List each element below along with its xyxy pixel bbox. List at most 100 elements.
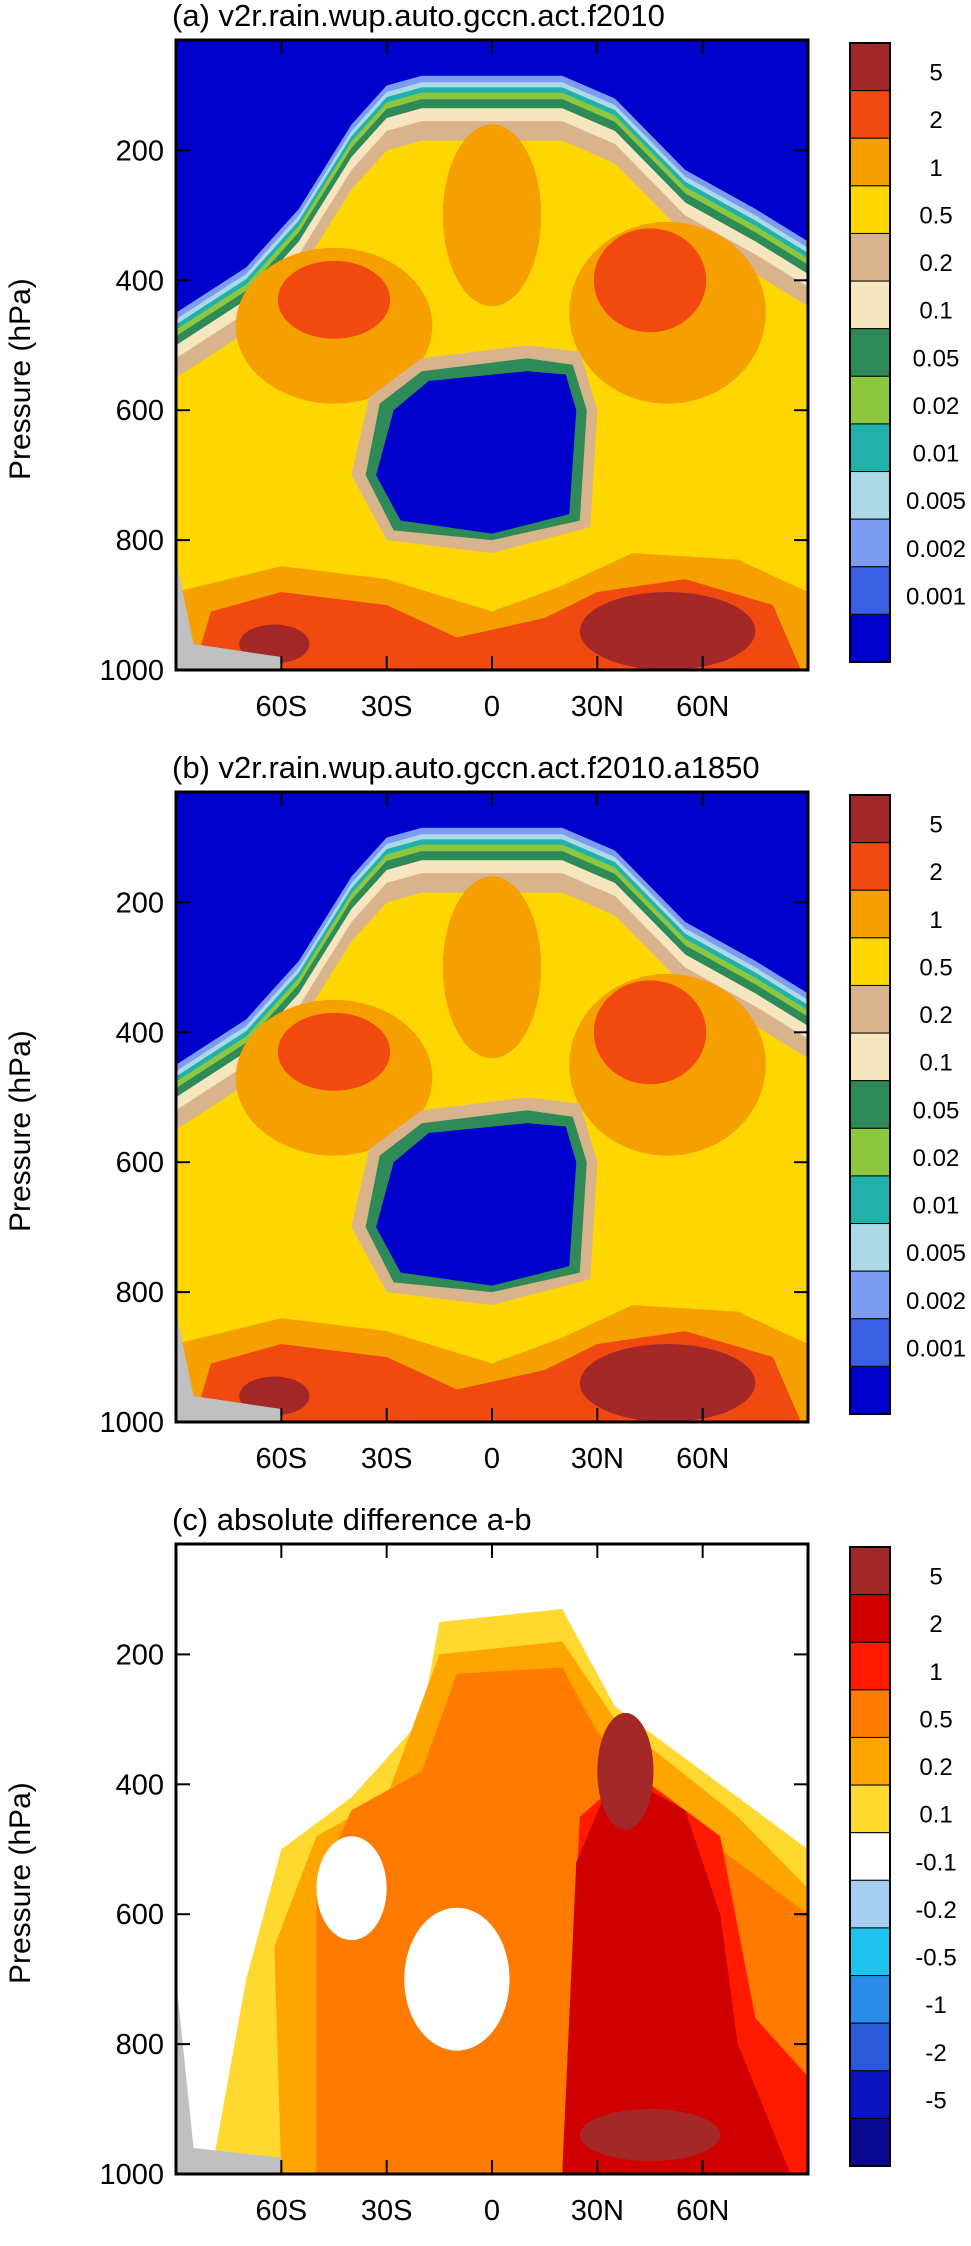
field-band-5 [579, 2109, 721, 2162]
y-tick-label: 400 [116, 1017, 164, 1049]
colorbar-swatch [849, 794, 891, 844]
x-tick-label: 30N [571, 1443, 624, 1475]
x-tick-label: 60N [676, 691, 729, 723]
colorbar-label: 5 [929, 812, 942, 839]
colorbar-swatch [849, 1832, 891, 1881]
contour-field [176, 40, 808, 670]
contour-plot-b: 200 400 600 800 1000 60S 30S 0 30N 60N 5 2 1 0.5 0.2 0.… [99, 790, 966, 1475]
colorbar-label: 0.2 [919, 250, 952, 277]
x-tick-label: 0 [484, 2195, 500, 2227]
colorbar-swatch [849, 42, 891, 92]
colorbar-swatch [849, 471, 891, 520]
colorbar-label: 0.002 [906, 1288, 966, 1315]
colorbar-swatch [849, 2117, 891, 2167]
field-surface-mask [176, 1311, 282, 1422]
panel-title-a: (a) v2r.rain.wup.auto.gccn.act.f2010 [172, 0, 665, 33]
colorbar-label: 2 [929, 107, 942, 134]
x-tick-label: 0 [484, 1443, 500, 1475]
x-tick-label: 30S [361, 2195, 413, 2227]
colorbar-label: 5 [929, 1564, 942, 1591]
colorbar-swatch [849, 232, 891, 282]
colorbar-swatch [849, 1080, 891, 1129]
colorbar-label: 0.01 [913, 441, 960, 468]
field-near-zero [404, 1907, 510, 2051]
colorbar-swatch [849, 423, 891, 473]
contour-field [176, 792, 808, 1422]
y-tick-label: 1000 [99, 2159, 164, 2191]
colorbar-swatch [849, 1879, 891, 1929]
field-band-2 [562, 1771, 791, 2174]
field-core [376, 1123, 577, 1286]
chart-panel-c: 200 400 600 800 1000 60S 30S 0 30N 60N 5 2 1 0.5 0.2 0.… [0, 1504, 971, 2244]
colorbar-frame [849, 794, 891, 1415]
colorbar-label: 0.2 [919, 1002, 952, 1029]
field-region-1 [442, 876, 542, 1059]
colorbar-label: -1 [925, 1992, 946, 2019]
colorbar-swatch [849, 1689, 891, 1738]
y-tick-label: 800 [116, 2029, 164, 2061]
colorbar-swatch [849, 842, 891, 891]
colorbar-swatch [849, 1270, 891, 1320]
y-tick-label: 200 [116, 135, 164, 167]
colorbar-label: 1 [929, 1659, 942, 1686]
x-tick-label: 30S [361, 691, 413, 723]
colorbar-label: 0.05 [913, 345, 960, 372]
colorbar-label: 0.002 [906, 536, 966, 563]
colorbar-swatch [849, 613, 891, 663]
colorbar-label: 0.1 [919, 1050, 952, 1077]
colorbar-label: 0.001 [906, 1335, 966, 1362]
colorbar-label: 0.05 [913, 1097, 960, 1124]
colorbar-frame [849, 42, 891, 663]
colorbar-label: 0.5 [919, 202, 952, 229]
colorbar-swatch [849, 1546, 891, 1596]
colorbar-swatch [849, 984, 891, 1034]
field-surface-mask [176, 1979, 282, 2174]
contour-field [176, 1544, 808, 2174]
colorbar-label: -0.2 [915, 1897, 956, 1924]
y-axis-label-b: Pressure (hPa) [4, 1030, 37, 1232]
colorbar-swatch [849, 1318, 891, 1367]
colorbar-frame [849, 1546, 891, 2167]
colorbar-label: 5 [929, 60, 942, 87]
colorbar-swatch [849, 375, 891, 425]
colorbar-swatch [849, 1736, 891, 1786]
colorbar-swatch [849, 185, 891, 234]
field-surface-mask [176, 559, 282, 670]
colorbar-label: 2 [929, 1611, 942, 1638]
colorbar-label: 0.02 [913, 1145, 960, 1172]
colorbar-label: 0.5 [919, 954, 952, 981]
colorbar-swatch [849, 2070, 891, 2119]
y-tick-label: 200 [116, 1639, 164, 1671]
colorbar-label: 1 [929, 155, 942, 182]
y-tick-label: 800 [116, 1277, 164, 1309]
y-tick-label: 200 [116, 887, 164, 919]
x-tick-label: 0 [484, 691, 500, 723]
field-region-2 [593, 228, 707, 333]
x-tick-label: 60N [676, 2195, 729, 2227]
y-tick-label: 600 [116, 1147, 164, 1179]
y-tick-label: 1000 [99, 1407, 164, 1439]
y-axis-label-c: Pressure (hPa) [4, 1782, 37, 1984]
colorbar-label: 0.2 [919, 1754, 952, 1781]
field-region-2 [277, 260, 391, 339]
colorbar-swatch [849, 889, 891, 939]
y-tick-label: 400 [116, 1769, 164, 1801]
colorbar-label: 2 [929, 859, 942, 886]
colorbar-swatch [849, 1175, 891, 1225]
colorbar-label: -5 [925, 2087, 946, 2114]
chart-panel-a: 200 400 600 800 1000 60S 30S 0 30N 60N 5 2 1 0.5 0.2 0.… [0, 0, 971, 740]
colorbar-swatch [849, 1975, 891, 2024]
colorbar-swatch [849, 1032, 891, 1082]
colorbar-label: 0.01 [913, 1193, 960, 1220]
colorbar-swatch [849, 137, 891, 187]
y-tick-label: 400 [116, 265, 164, 297]
field-near-zero [316, 1836, 387, 1941]
x-tick-label: 60S [256, 691, 308, 723]
y-tick-label: 600 [116, 1899, 164, 1931]
field-band-5 [597, 1712, 654, 1830]
x-tick-label: 30S [361, 1443, 413, 1475]
colorbar-swatch [849, 518, 891, 568]
colorbar-label: 0.1 [919, 1802, 952, 1829]
colorbar-swatch [849, 1594, 891, 1643]
colorbar-swatch [849, 566, 891, 615]
